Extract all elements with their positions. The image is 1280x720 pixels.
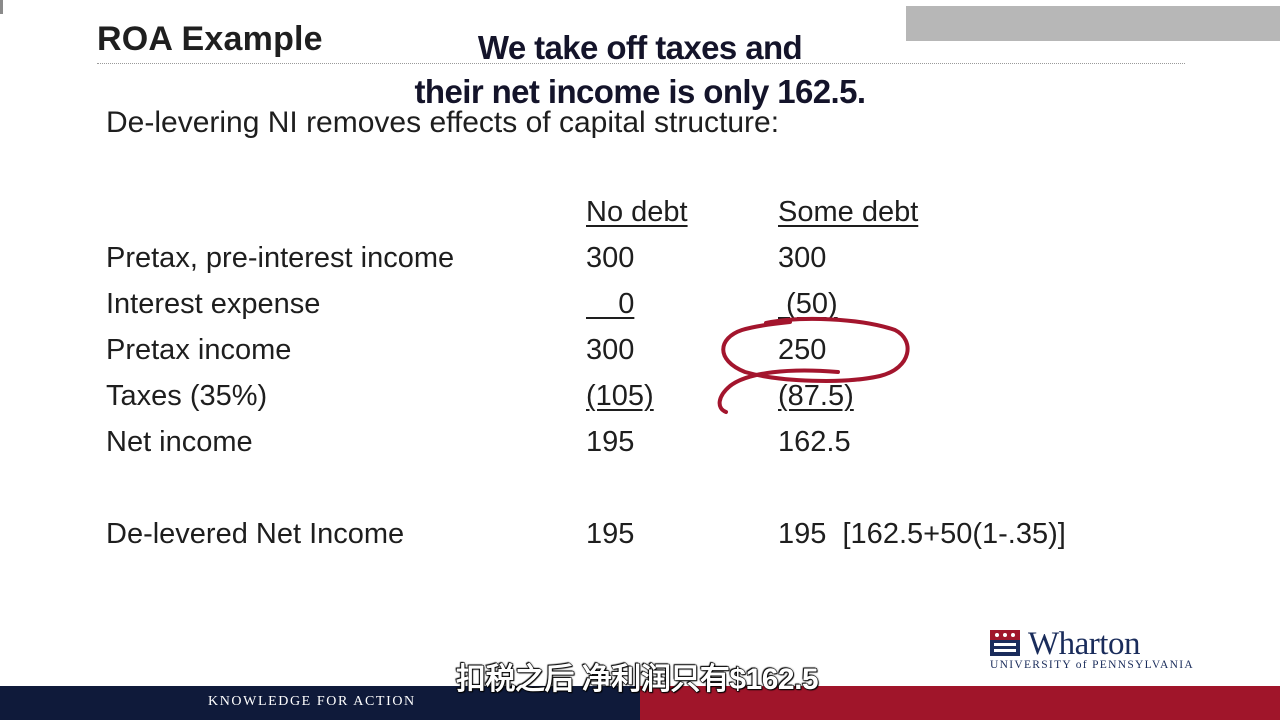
top-left-divider: [0, 0, 3, 14]
wharton-logo-text: Wharton: [1028, 626, 1140, 662]
row-label-interest-expense: Interest expense: [106, 288, 321, 320]
value-no-debt: (105): [586, 380, 654, 412]
english-subtitle: We take off taxes and their net income i…: [340, 26, 940, 114]
english-subtitle-line-1: We take off taxes and: [477, 28, 803, 66]
chinese-subtitle: 扣税之后 净利润只有$162.5: [455, 663, 819, 697]
row-label-delevered-net-income: De-levered Net Income: [106, 518, 405, 550]
header-some-debt: Some debt: [778, 196, 919, 228]
top-gray-bar: [906, 6, 1280, 41]
bottom-navy-bar: [0, 686, 640, 720]
slide-subtitle: De-levering NI removes effects of capita…: [106, 106, 780, 139]
row-label-pretax-income: Pretax income: [106, 334, 292, 366]
row-label-pretax-pre-interest: Pretax, pre-interest income: [106, 242, 455, 274]
value-no-debt: 195: [586, 426, 635, 458]
title-divider: [97, 63, 1185, 64]
value-some-debt: 162.5: [778, 426, 851, 458]
value-no-debt: 195: [586, 518, 635, 550]
value-some-debt: 300: [778, 242, 827, 274]
value-no-debt: 300: [586, 334, 635, 366]
slide-title: ROA Example: [97, 20, 323, 58]
wharton-logo-subline: UNIVERSITY of PENNSYLVANIA: [990, 659, 1194, 671]
value-no-debt: 0: [586, 288, 635, 320]
bottom-red-bar: [640, 686, 1280, 720]
row-label-net-income: Net income: [106, 426, 253, 458]
tagline: KNOWLEDGE FOR ACTION: [208, 694, 416, 709]
value-some-debt: 250: [778, 334, 827, 366]
wharton-shield-icon: [990, 630, 1020, 656]
value-no-debt: 300: [586, 242, 635, 274]
value-some-debt: (87.5): [778, 380, 854, 412]
row-label-taxes: Taxes (35%): [106, 380, 268, 412]
english-subtitle-line-2: their net income is only 162.5.: [414, 72, 867, 110]
value-some-debt: (50): [778, 288, 838, 320]
value-some-debt: 195 [162.5+50(1-.35)]: [778, 518, 1066, 550]
header-no-debt: No debt: [586, 196, 688, 228]
